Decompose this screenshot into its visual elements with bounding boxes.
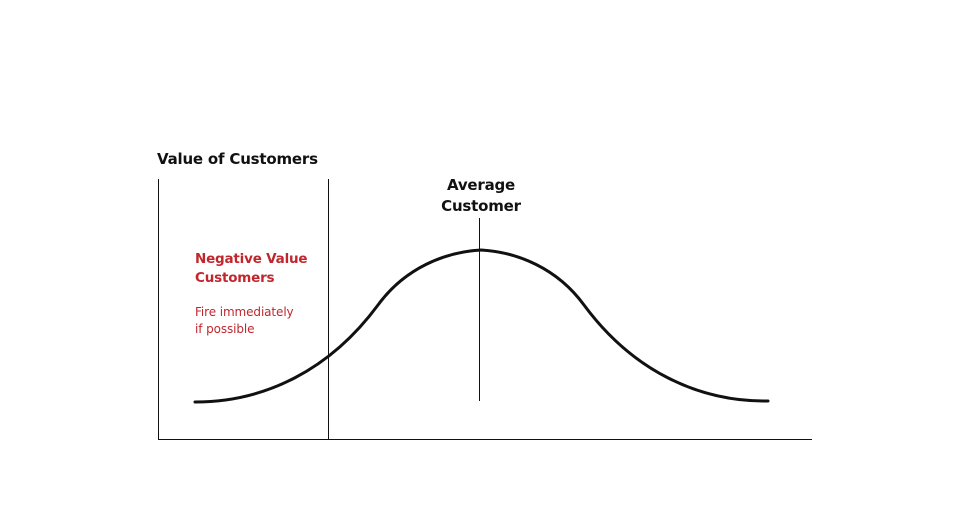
negative-title-line-2: Customers (195, 270, 275, 286)
negative-value-title: Negative Value Customers (195, 250, 308, 288)
distribution-curve (193, 248, 770, 404)
negative-note-line-2: if possible (195, 322, 255, 336)
negative-value-note: Fire immediately if possible (195, 304, 294, 338)
average-label-line-2: Customer (441, 197, 521, 215)
axis-title: Value of Customers (157, 150, 318, 168)
average-label-line-1: Average (446, 176, 516, 194)
negative-title-line-1: Negative Value (195, 251, 308, 267)
negative-note-line-1: Fire immediately (195, 305, 294, 319)
average-customer-label: Average Customer (430, 175, 532, 217)
